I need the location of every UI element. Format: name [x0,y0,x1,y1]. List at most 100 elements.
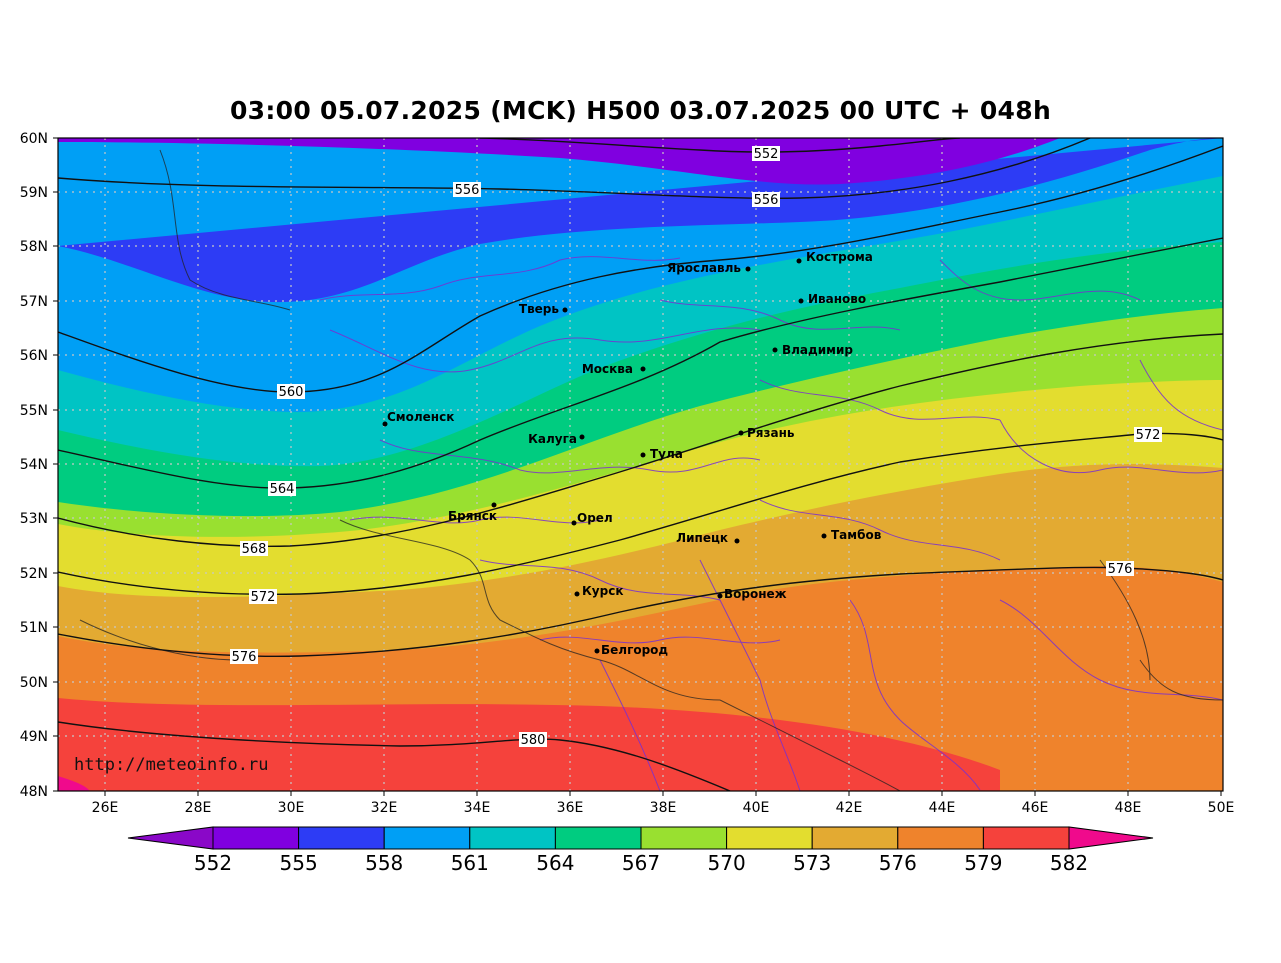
svg-text:Калуга: Калуга [528,432,577,446]
band-558 [58,138,1223,303]
city-tver: Тверь [519,302,568,316]
lon-tick: 30E [278,800,305,816]
cities: Кострома Ярославль Иваново Тверь Владими… [382,250,882,657]
contour-label: 576 [1108,562,1133,577]
city-ryazan: Рязань [738,426,795,440]
city-kostroma: Кострома [796,250,873,264]
colorbar-segment [469,826,556,850]
graticule [58,138,1223,791]
contour-label: 572 [1136,428,1161,443]
band-over-582 [58,776,90,791]
colorbar-label: 573 [793,851,831,875]
lat-tick: 56N [20,348,48,364]
city-voronezh: Воронеж [717,587,787,601]
lon-tick: 50E [1208,800,1235,816]
svg-text:Иваново: Иваново [808,292,866,306]
colorbar-segment [726,826,813,850]
svg-text:Смоленск: Смоленск [387,410,454,424]
svg-text:Москва: Москва [582,362,633,376]
svg-text:Тверь: Тверь [519,302,560,316]
city-moskva: Москва [582,362,646,376]
svg-text:Орел: Орел [577,511,613,525]
band-555 [58,138,1060,185]
contour-label: 552 [754,147,779,162]
contour-label: 556 [754,193,779,208]
colorbar-segment [897,826,984,850]
city-orel: Орел [571,511,613,526]
colorbar-label: 552 [194,851,232,875]
contour-label: 568 [242,542,267,557]
lat-tick: 58N [20,239,48,255]
contour-560 [58,145,1223,393]
map-title: 03:00 05.07.2025 (MCK) H500 03.07.2025 0… [229,96,1052,125]
colorbar-label: 567 [622,851,660,875]
colorbar-segment [811,826,899,850]
lon-tick: 26E [92,800,119,816]
lon-tick: 42E [836,800,863,816]
city-lipetsk: Липецк [676,531,740,545]
contour-label: 580 [521,733,546,748]
lat-tick: 51N [20,620,48,636]
lat-axis: 48N 49N 50N 51N 52N 53N 54N 55N 56N 57N … [20,131,58,800]
lon-tick: 40E [743,800,770,816]
city-kaluga: Калуга [528,432,585,446]
colorbar-over-arrow [1068,826,1154,850]
contour-564 [58,237,1223,489]
city-yaroslavl: Ярославль [667,261,751,275]
city-kursk: Курск [574,584,623,598]
colorbar-segment [383,826,471,850]
svg-text:Курск: Курск [582,584,623,598]
colorbar-label: 558 [365,851,403,875]
colorbar-segment [554,826,642,850]
svg-text:Ярославль: Ярославль [667,261,741,275]
lat-tick: 59N [20,185,48,201]
colorbar-segment [298,826,385,850]
lat-tick: 52N [20,566,48,582]
city-tambov: Тамбов [821,528,882,542]
contour-lines [58,138,1223,791]
city-ivanovo: Иваново [798,292,866,306]
svg-text:Тамбов: Тамбов [831,528,882,542]
colorbar-segment [212,826,300,850]
city-bryansk: Брянск [448,502,497,523]
svg-text:Кострома: Кострома [806,250,873,264]
contour-580 [58,721,731,791]
city-tula: Тула [640,447,683,461]
colorbar-under-arrow [127,826,214,850]
colorbar-label: 579 [964,851,1002,875]
svg-text:Владимир: Владимир [782,343,853,357]
colorbar-label: 576 [879,851,917,875]
city-vladimir: Владимир [772,343,853,357]
svg-text:Белгород: Белгород [601,643,668,657]
svg-text:Брянск: Брянск [448,509,497,523]
svg-text:Тула: Тула [650,447,683,461]
lon-tick: 36E [557,800,584,816]
colorbar-label: 555 [280,851,318,875]
contour-label: 560 [279,385,304,400]
contour-labels: 552 556 556 560 564 568 572 572 576 576 … [230,146,1162,748]
lon-tick: 48E [1115,800,1142,816]
lon-axis: 26E 28E 30E 32E 34E 36E 38E 40E 42E 44E … [92,791,1235,816]
colorbar-label: 564 [536,851,574,875]
svg-text:Липецк: Липецк [676,531,728,545]
lat-tick: 49N [20,729,48,745]
lon-tick: 32E [371,800,398,816]
lat-tick: 50N [20,675,48,691]
city-belgorod: Белгород [594,643,668,657]
contour-552 [479,138,961,153]
lon-tick: 44E [929,800,956,816]
contour-568 [58,333,1223,547]
colorbar-segment [982,826,1070,850]
source-label: http://meteoinfo.ru [74,755,268,775]
lat-tick: 54N [20,457,48,473]
lat-tick: 60N [20,131,48,147]
lat-tick: 48N [20,784,48,800]
contour-556a [58,138,1091,200]
svg-text:Рязань: Рязань [747,426,795,440]
colorbar-segment [640,826,728,850]
colorbar: 552 555 558 561 564 567 570 573 576 579 … [127,826,1154,875]
lon-tick: 28E [185,800,212,816]
contour-label: 576 [232,650,257,665]
colorbar-label: 561 [451,851,489,875]
lon-tick: 34E [464,800,491,816]
